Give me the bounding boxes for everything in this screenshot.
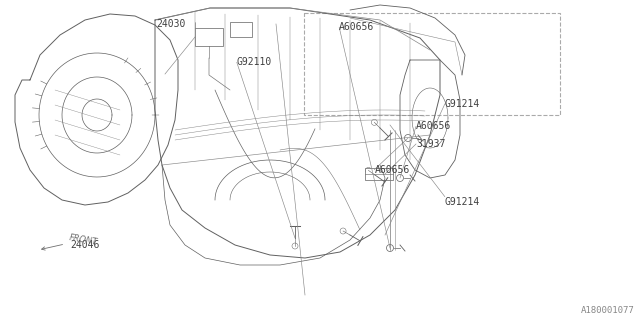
Text: A180001077: A180001077 <box>581 306 635 315</box>
Text: A60656: A60656 <box>374 164 410 175</box>
FancyBboxPatch shape <box>195 28 223 46</box>
Text: G91214: G91214 <box>445 99 480 109</box>
Circle shape <box>340 228 346 234</box>
Text: FRONT: FRONT <box>42 233 98 250</box>
Text: A60656: A60656 <box>416 121 451 132</box>
Circle shape <box>292 243 298 249</box>
Text: 31937: 31937 <box>416 139 445 149</box>
Text: 24030: 24030 <box>157 19 186 29</box>
Circle shape <box>404 134 412 141</box>
Text: 24046: 24046 <box>70 240 99 250</box>
Text: G92110: G92110 <box>237 57 272 68</box>
Circle shape <box>371 119 378 125</box>
FancyBboxPatch shape <box>365 168 393 180</box>
Circle shape <box>365 167 371 173</box>
Circle shape <box>387 244 394 252</box>
FancyBboxPatch shape <box>230 22 252 37</box>
Text: G91214: G91214 <box>445 196 480 207</box>
Text: A60656: A60656 <box>339 22 374 32</box>
Circle shape <box>397 174 403 181</box>
